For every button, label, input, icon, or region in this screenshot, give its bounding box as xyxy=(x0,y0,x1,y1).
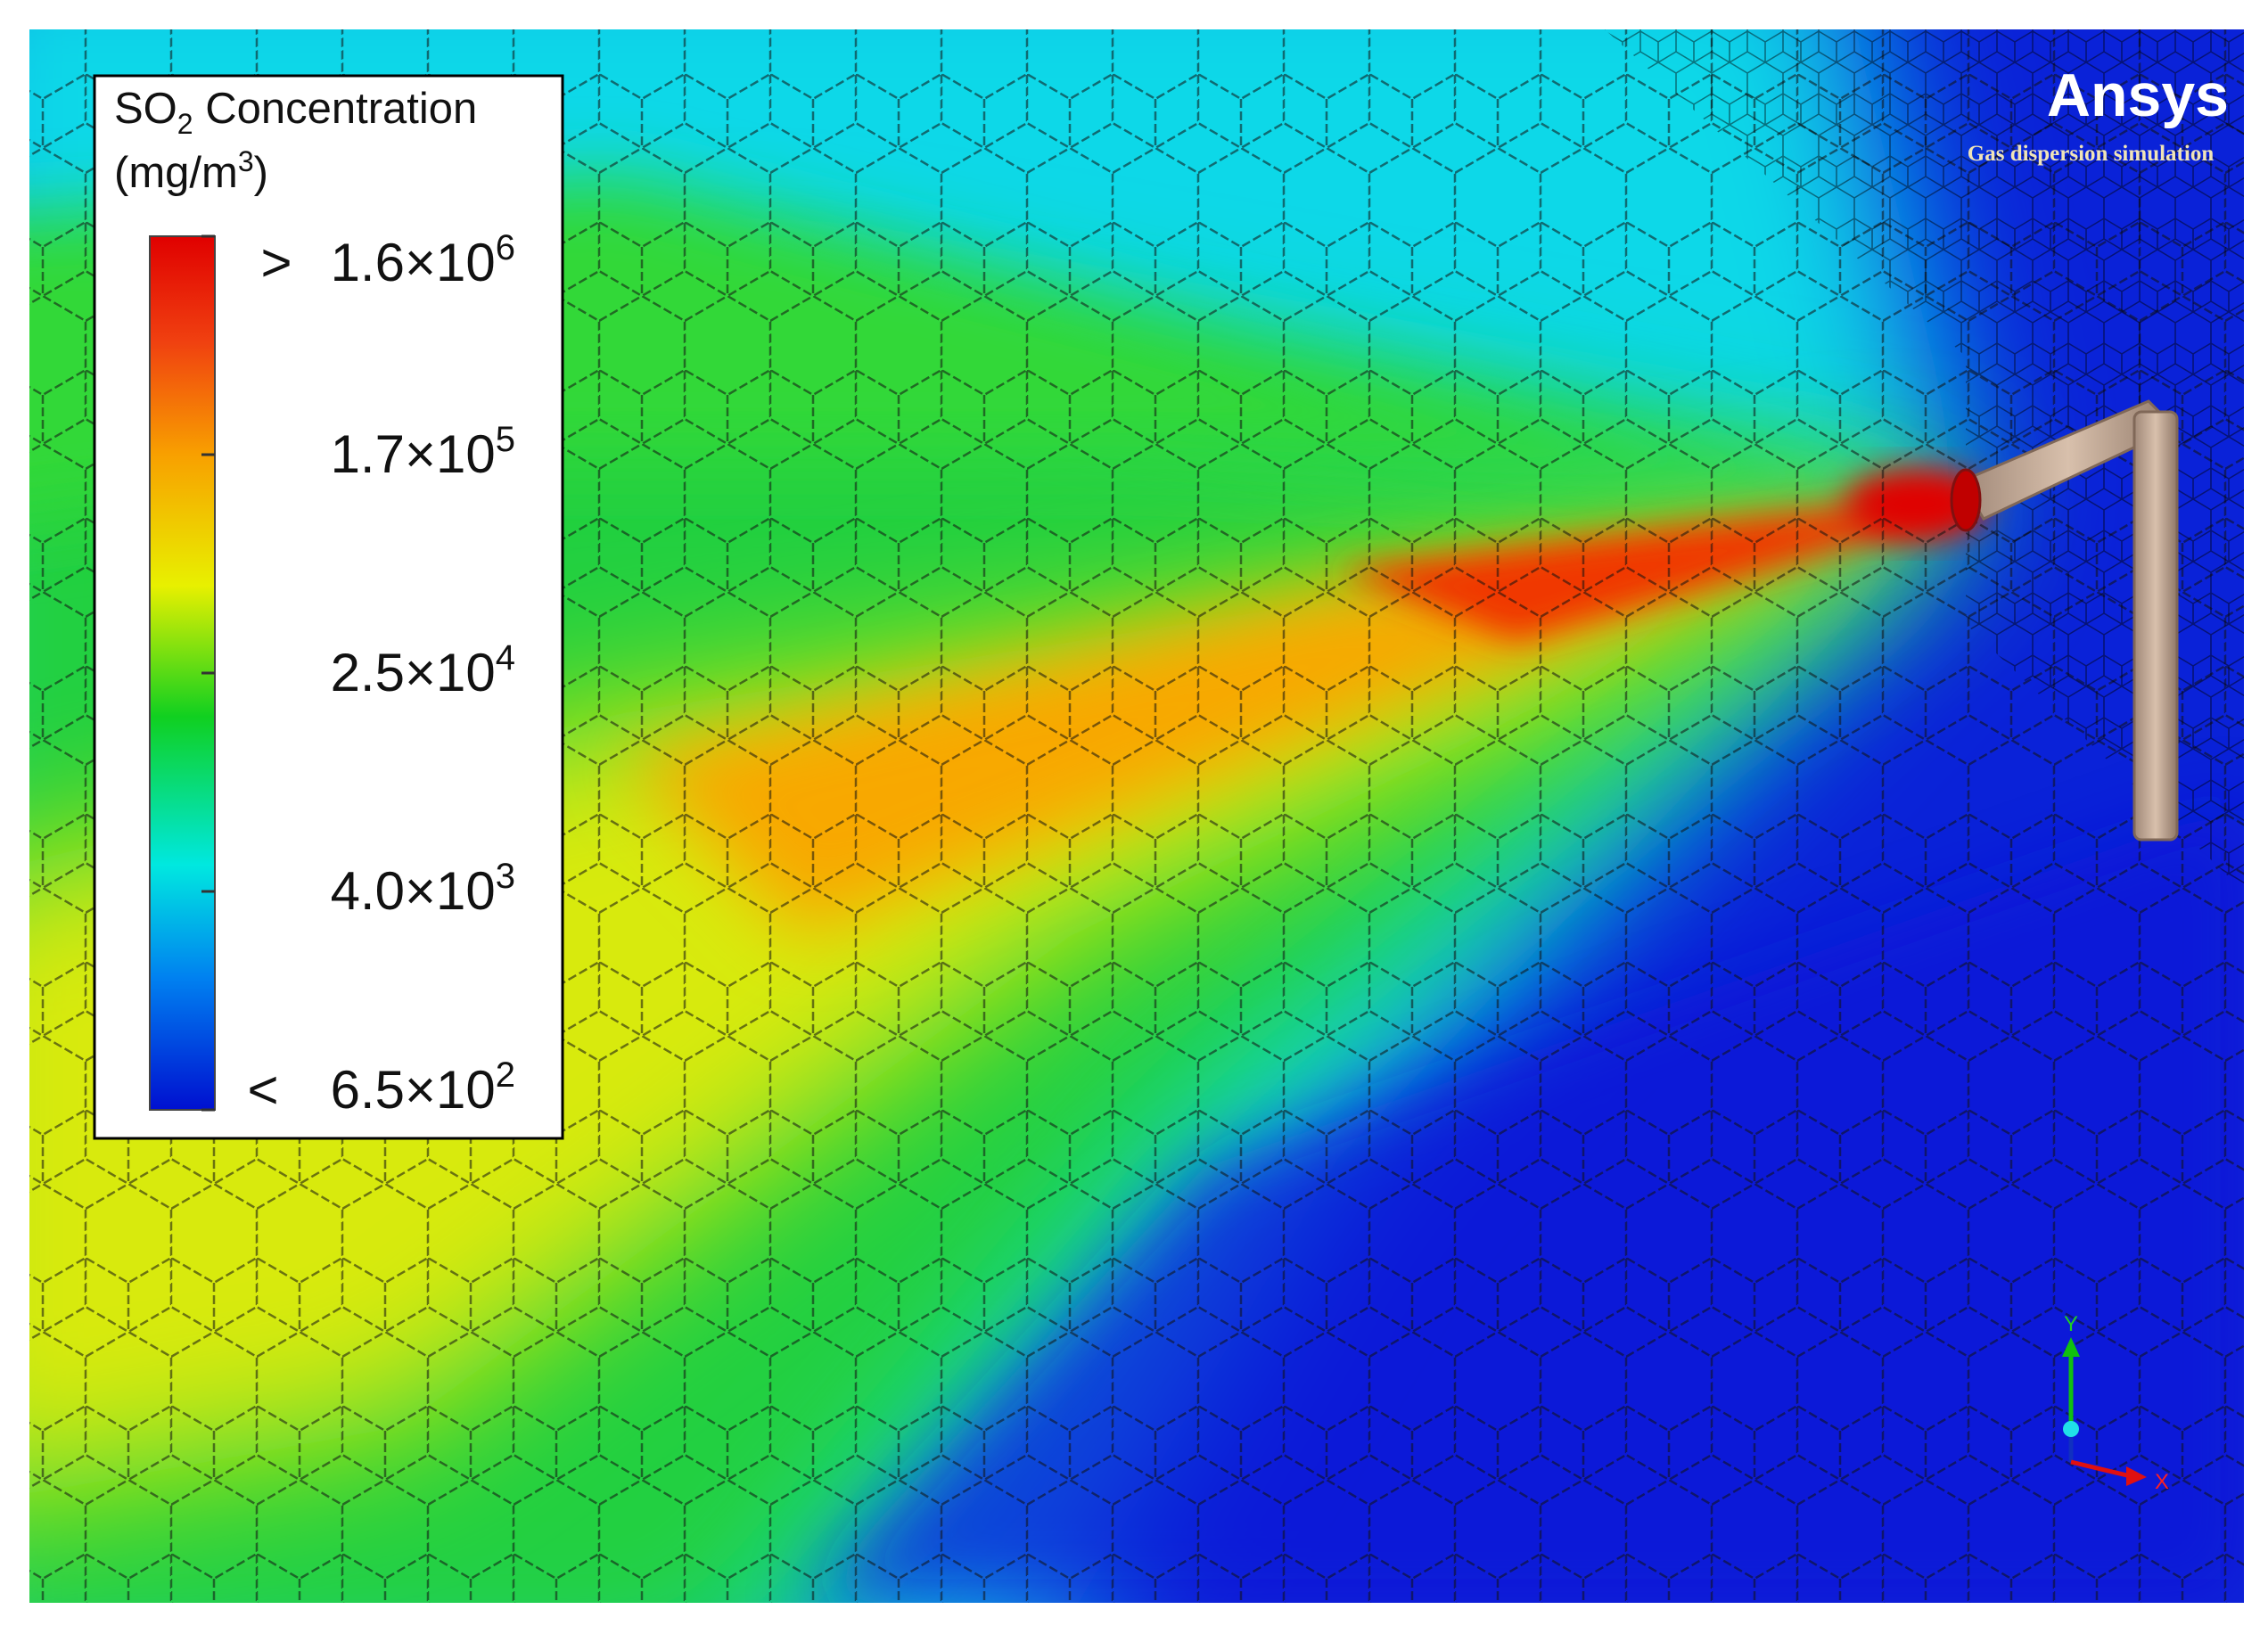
title-sub: 2 xyxy=(177,108,193,140)
x-arrow-head xyxy=(2126,1466,2147,1486)
label-exponent: 6 xyxy=(496,228,515,267)
legend-label: 1.7×105 xyxy=(331,420,515,484)
legend-unit: (mg/m3) xyxy=(114,145,268,197)
y-arrow-head xyxy=(2062,1337,2080,1357)
unit-sup: 3 xyxy=(238,145,254,177)
brand-subtitle: Gas dispersion simulation xyxy=(1968,142,2215,166)
brand: Ansys Gas dispersion simulation xyxy=(1968,62,2229,166)
legend-label: 1.6×106 xyxy=(331,228,515,292)
triad-origin xyxy=(2063,1421,2079,1437)
label-mantissa: 4.0×10 xyxy=(331,861,496,921)
axis-triad: Y X xyxy=(2062,1312,2169,1494)
label-exponent: 3 xyxy=(496,857,515,896)
y-axis-label: Y xyxy=(2064,1312,2078,1336)
label-prefix: < xyxy=(247,1060,278,1120)
legend-label: 2.5×104 xyxy=(331,638,515,702)
label-mantissa: 6.5×10 xyxy=(331,1060,496,1120)
label-prefix: > xyxy=(260,233,292,292)
legend-labels: 1.6×106 >1.7×105 2.5×104 4.0×103 6.5×102 < xyxy=(201,228,515,1120)
legend-title: SO2 Concentration xyxy=(114,85,477,140)
brand-logo: Ansys xyxy=(2047,62,2229,129)
unit-rest: ) xyxy=(254,149,268,197)
unit-main: (mg/m xyxy=(114,149,238,197)
title-main: SO xyxy=(114,85,177,133)
label-mantissa: 1.6×10 xyxy=(331,233,496,292)
x-axis-arrow xyxy=(2070,1459,2132,1479)
label-exponent: 5 xyxy=(496,420,515,459)
label-exponent: 4 xyxy=(496,638,515,677)
legend-label: 4.0×103 xyxy=(331,857,515,921)
legend-label: 6.5×102 xyxy=(331,1055,515,1120)
label-mantissa: 1.7×10 xyxy=(331,424,496,484)
pipe xyxy=(1950,399,2179,842)
legend: SO2 Concentration (mg/m3) 1.6×106>1.7×10… xyxy=(93,74,564,1140)
label-mantissa: 2.5×10 xyxy=(331,643,496,702)
x-axis-label: X xyxy=(2155,1470,2169,1494)
title-rest: Concentration xyxy=(193,85,478,133)
label-exponent: 2 xyxy=(496,1055,515,1095)
